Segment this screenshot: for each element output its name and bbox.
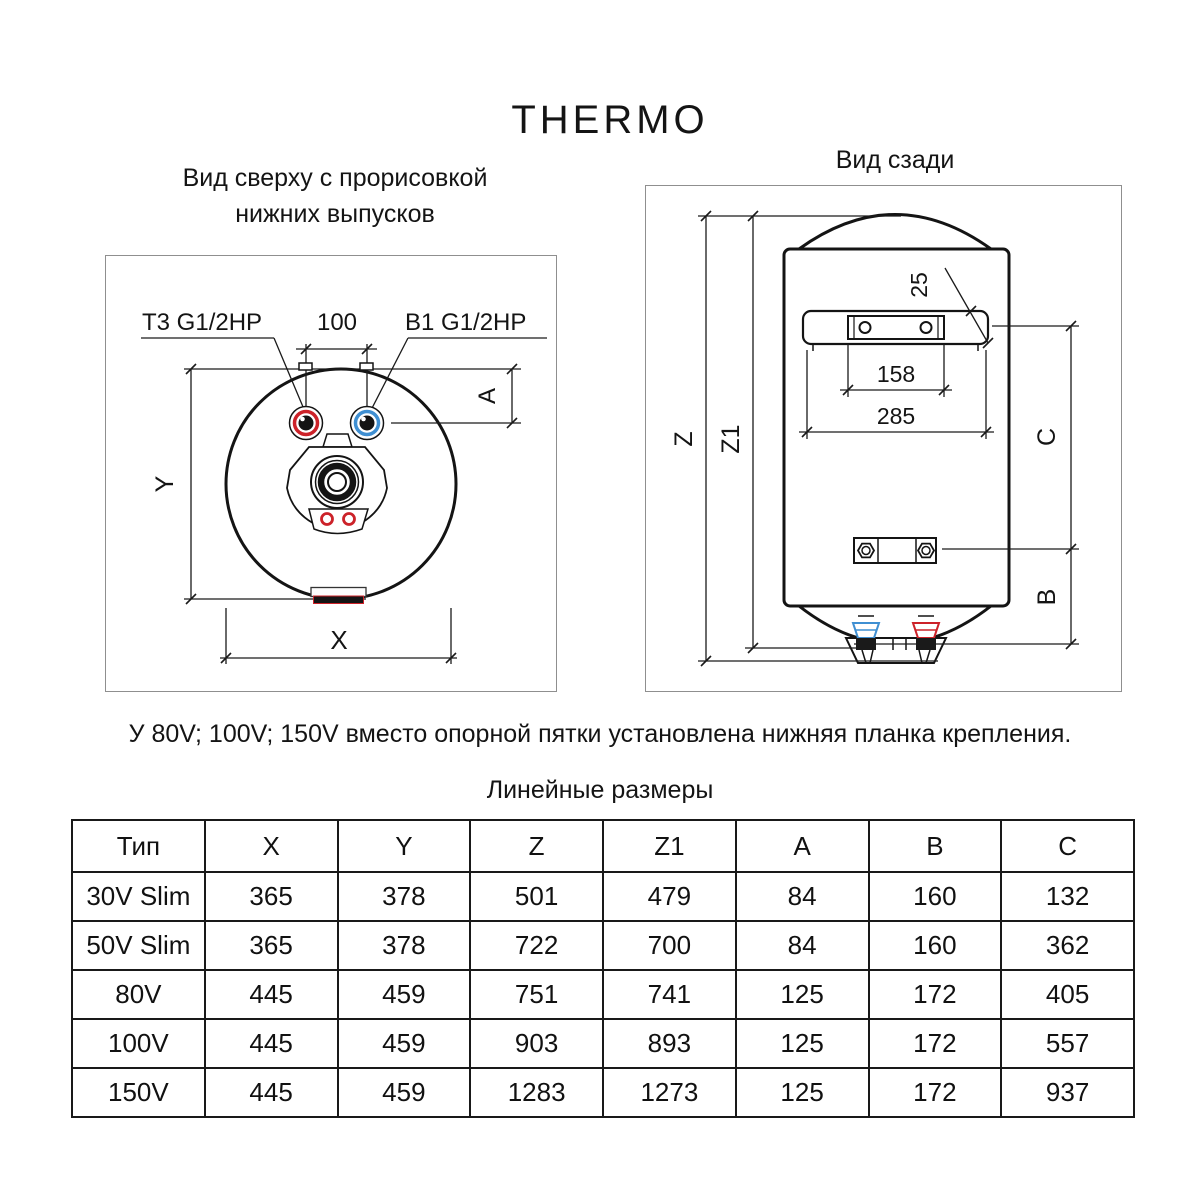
table-cell: 30V Slim [71,871,206,922]
table-cell: 172 [867,969,1003,1020]
back-view-panel: 25 158 285 Z Z1 C B [645,185,1122,692]
dim-label-c: C [1033,428,1061,446]
table-cell: 100V [71,1018,206,1069]
table-cell: 84 [734,871,870,922]
size-table-head-row: Тип X Y Z Z1 A B C [71,819,1135,873]
table-cell: 172 [867,1018,1003,1069]
hot-port [288,405,324,441]
table-cell: 557 [1000,1018,1135,1069]
column-header: X [203,819,339,873]
upper-bracket [801,309,990,351]
column-header: Z [469,819,604,873]
note-text: У 80V; 100V; 150V вместо опорной пятки у… [128,720,1072,748]
cold-port [349,405,385,441]
column-header: Z1 [602,819,737,873]
port-boss-left [298,362,313,371]
anode-bolt-right [342,512,356,526]
table-row: 50V Slim 365 378 722 700 84 160 362 [71,920,1135,971]
table-cell: 741 [602,969,737,1020]
table-cell: 150V [71,1067,206,1118]
dim-label-b: B [1033,589,1061,606]
dim-label-z1: Z1 [717,424,745,453]
dim-label-285: 285 [877,403,915,429]
table-cell: 80V [71,969,206,1020]
back-view-dimensions [698,210,1079,667]
column-header: Тип [71,819,206,873]
table-cell: 125 [734,1018,870,1069]
table-cell: 172 [867,1067,1003,1118]
table-row: 30V Slim 365 378 501 479 84 160 132 [71,871,1135,922]
table-cell: 1283 [469,1067,604,1118]
port-left-label: T3 G1/2HP [142,309,262,336]
table-cell: 445 [203,1018,339,1069]
table-cell: 459 [336,969,472,1020]
lower-bracket [853,537,937,564]
table-cell: 405 [1000,969,1135,1020]
top-view-panel: T3 G1/2HP B1 G1/2HP 100 A Y X [105,255,557,692]
flange-assembly [286,433,388,535]
table-cell: 459 [336,1067,472,1118]
port-boss-right [359,362,374,371]
dim-label-100: 100 [317,309,357,336]
table-cell: 893 [602,1018,737,1069]
bottom-plate [310,586,367,604]
table-cell: 501 [469,871,604,922]
table-cell: 365 [203,871,339,922]
table-row: 80V 445 459 751 741 125 172 405 [71,969,1135,1020]
port-right-label: B1 G1/2HP [405,309,526,336]
column-header: B [867,819,1003,873]
table-cell: 125 [734,1067,870,1118]
table-cell: 937 [1000,1067,1135,1118]
anode-bolt-left [320,512,334,526]
table-row: 150V 445 459 1283 1273 125 172 937 [71,1067,1135,1118]
column-header: Y [336,819,472,873]
size-table: Тип X Y Z Z1 A B C 30V Slim 365 378 501 479 84 160 132… [71,819,1135,1118]
table-cell: 722 [469,920,604,971]
table-cell: 700 [602,920,737,971]
table-cell: 445 [203,1067,339,1118]
table-cell: 160 [867,920,1003,971]
tank-top-dome [798,213,992,251]
table-cell: 125 [734,969,870,1020]
back-view-drawing: 25 158 285 Z Z1 C B [670,210,1079,667]
top-view-caption-line1: Вид сверху с прорисовкой [182,164,488,192]
table-cell: 132 [1000,871,1135,922]
table-cell: 479 [602,871,737,922]
column-header: C [1000,819,1135,873]
table-cell: 365 [203,920,339,971]
top-view-caption: Вид сверху с прорисовкой нижних выпусков [120,160,550,232]
dim-label-158: 158 [877,361,915,387]
page-title: THERMO [511,98,709,142]
size-table-body: 30V Slim 365 378 501 479 84 160 132 50V Slim 365 3… [71,871,1135,1118]
table-title: Линейные размеры [486,776,714,804]
dim-label-a: A [474,388,501,404]
table-row: 100V 445 459 903 893 125 172 557 [71,1018,1135,1069]
table-cell: 378 [336,871,472,922]
table-cell: 84 [734,920,870,971]
table-cell: 1273 [602,1067,737,1118]
table-cell: 378 [336,920,472,971]
table-cell: 50V Slim [71,920,206,971]
table-cell: 459 [336,1018,472,1069]
column-header: A [734,819,870,873]
dim-label-25: 25 [906,272,932,298]
table-cell: 362 [1000,920,1135,971]
top-view-caption-line2: нижних выпусков [235,200,435,228]
back-view-caption: Вид сзади [835,146,955,174]
table-cell: 445 [203,969,339,1020]
dim-label-y: Y [151,475,179,492]
table-cell: 903 [469,1018,604,1069]
dim-label-x: X [330,625,347,655]
top-view-dimensions [141,337,547,664]
dim-label-z: Z [670,431,698,446]
size-table-head: Тип X Y Z Z1 A B C [71,819,1135,873]
top-view-drawing: T3 G1/2HP B1 G1/2HP 100 A Y X [141,309,547,664]
table-cell: 160 [867,871,1003,922]
table-cell: 751 [469,969,604,1020]
